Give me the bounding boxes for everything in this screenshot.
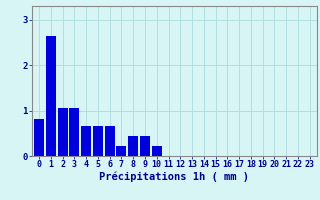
- Bar: [93, 126, 103, 156]
- Bar: [105, 126, 115, 156]
- Bar: [116, 146, 126, 156]
- Bar: [140, 136, 150, 156]
- Bar: [34, 119, 44, 156]
- Bar: [46, 36, 56, 156]
- Bar: [128, 136, 138, 156]
- Bar: [69, 108, 79, 156]
- Bar: [58, 108, 68, 156]
- Bar: [152, 146, 162, 156]
- Bar: [81, 126, 91, 156]
- X-axis label: Précipitations 1h ( mm ): Précipitations 1h ( mm ): [100, 172, 249, 182]
